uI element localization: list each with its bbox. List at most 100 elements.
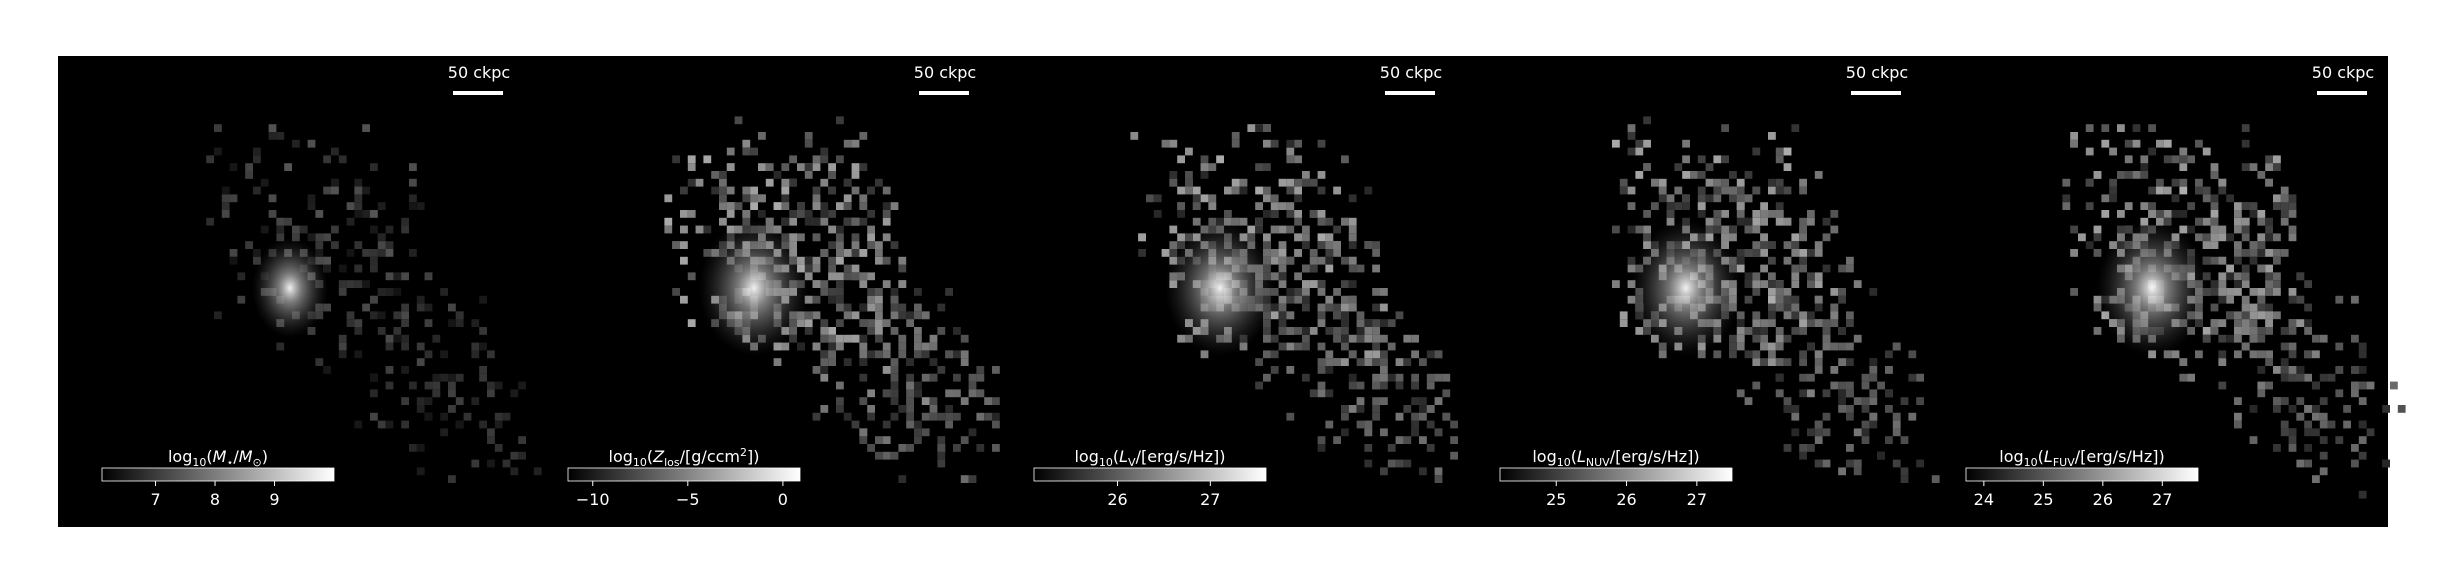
pixel [836,319,844,327]
pixel [1380,373,1388,382]
pixel [680,241,688,249]
pixel [2358,397,2367,405]
pixel [1869,288,1878,296]
pixel [2234,288,2242,296]
pixel [229,256,238,265]
pixel [245,163,253,171]
pixel [867,350,875,359]
pixel [2288,350,2297,359]
pixel [1341,428,1349,437]
pixel [859,334,868,343]
pixel [1169,171,1178,179]
colorbar-tick-label: 27 [2152,490,2172,509]
pixel [1302,241,1310,249]
pixel [1395,381,1404,390]
pixel [1325,366,1334,374]
pixel [820,327,829,335]
pixel [1908,412,1917,421]
pixel [1434,397,1443,405]
pixel [968,428,977,437]
pixel [1799,389,1807,398]
pixel [221,210,230,218]
pixel [1799,233,1807,242]
pixel [1177,155,1185,164]
pixel [2163,217,2172,226]
colorbar-label-part: log [609,447,633,466]
pixel [2397,405,2406,413]
pixel [1846,342,1854,351]
pixel [2241,303,2250,312]
pixel [1705,178,1714,187]
pixel [1380,428,1388,437]
pixel [2296,366,2305,374]
pixel [284,217,292,226]
pixel [253,155,261,164]
pixel [260,178,269,187]
pixel [1372,358,1380,366]
pixel [1161,249,1170,257]
pixel [1309,249,1318,257]
pixel [307,194,316,203]
pixel [1627,202,1636,210]
pixel [898,280,907,288]
colorbar-label-part: L [1119,447,1128,466]
pixel [1317,358,1326,366]
pixel [1348,373,1357,382]
pixel [2296,295,2305,304]
pixel [2319,420,2328,429]
pixel [1760,342,1768,351]
pixel [1892,420,1901,429]
pixel [914,389,922,398]
pixel [1729,350,1737,359]
pixel [1830,288,1839,296]
pixel [354,420,363,429]
pixel [882,436,891,444]
pixel [1341,303,1349,312]
pixel [2093,249,2102,257]
pixel [315,210,324,218]
pixel [804,319,813,327]
pixel [409,202,417,210]
pixel [1302,303,1310,312]
pixel [393,327,402,335]
pixel [1822,334,1831,343]
pixel [2280,342,2289,351]
pixel [2241,319,2250,327]
pixel [789,217,797,226]
pixel [1760,264,1768,273]
pixel [765,163,774,171]
pixel [882,186,891,195]
pixel [1419,467,1427,476]
pixel [2218,288,2227,296]
pixel [726,163,735,171]
pixel [1635,225,1644,234]
pixel [1356,319,1365,327]
pixel [268,210,277,218]
pixel [1153,194,1162,203]
pixel [331,178,339,187]
pixel [890,311,899,320]
pixel [898,444,907,452]
pixel [1838,389,1846,398]
pixel [1736,249,1745,257]
pixel [836,241,844,249]
pixel [362,210,370,218]
pixel [882,350,891,359]
pixel [1364,428,1373,437]
pixel [2124,139,2133,148]
pixel [1317,311,1326,320]
pixel [2288,405,2297,413]
pixel [859,303,868,312]
scalebar [919,91,969,95]
pixel [354,202,363,210]
pixel [2265,280,2273,288]
pixel [1791,295,1800,304]
pixel [1294,272,1302,281]
pixel [898,311,907,320]
pixel [2070,288,2078,296]
pixel [245,171,253,179]
pixel [1356,334,1365,343]
pixel [2296,319,2305,327]
pixel [890,288,899,296]
